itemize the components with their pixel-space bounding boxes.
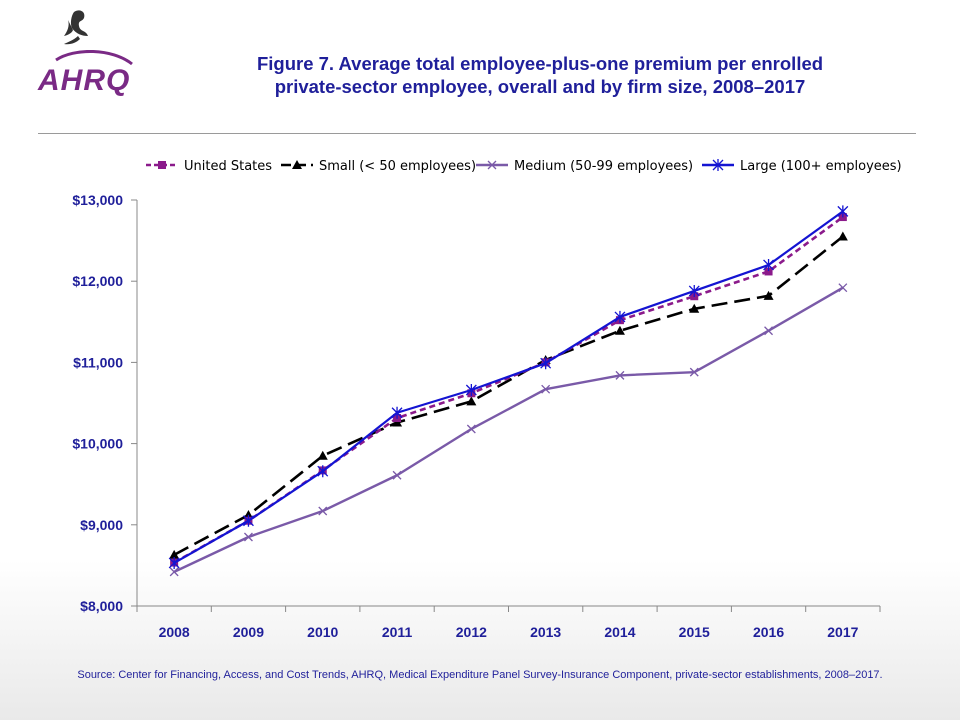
x-tick-label: 2014 <box>604 624 635 640</box>
x-tick-label: 2009 <box>233 624 264 640</box>
data-point-small-50-employees <box>614 325 625 335</box>
data-point-large-100-employees <box>763 258 775 271</box>
legend-label: Small (< 50 employees) <box>319 159 476 174</box>
data-point-large-100-employees <box>688 284 700 297</box>
x-tick-label: 2016 <box>753 624 784 640</box>
y-tick-label: $13,000 <box>72 192 123 208</box>
legend-marker-large-100-employees <box>712 159 724 171</box>
legend-label: Large (100+ employees) <box>740 159 902 174</box>
data-point-small-50-employees <box>763 290 774 300</box>
series-line-medium-50-99-employees <box>173 286 844 573</box>
legend-label: United States <box>184 159 272 174</box>
data-point-large-100-employees <box>614 310 626 323</box>
data-point-medium-50-99-employees <box>243 532 253 542</box>
data-point-medium-50-99-employees <box>541 384 551 394</box>
legend-label: Medium (50-99 employees) <box>514 159 693 174</box>
legend-marker-medium-50-99-employees <box>487 160 497 170</box>
legend-item-medium-50-99-employees: Medium (50-99 employees) <box>476 159 693 174</box>
ahrq-logo-text: AHRQ <box>37 64 130 97</box>
series-line-small-50-employees <box>173 235 844 556</box>
data-point-large-100-employees <box>540 357 552 370</box>
x-tick-label: 2010 <box>307 624 338 640</box>
x-tick-label: 2013 <box>530 624 561 640</box>
series-line-united-states <box>173 216 844 564</box>
chart-title: Figure 7. Average total employee-plus-on… <box>160 52 920 98</box>
x-tick-label: 2015 <box>679 624 710 640</box>
data-point-medium-50-99-employees <box>764 326 774 336</box>
y-tick-label: $8,000 <box>80 598 123 614</box>
data-point-large-100-employees <box>317 465 329 478</box>
data-point-large-100-employees <box>465 384 477 397</box>
data-point-medium-50-99-employees <box>169 567 179 577</box>
ahrq-logo: AHRQ <box>34 6 144 98</box>
data-point-large-100-employees <box>837 205 849 218</box>
y-tick-label: $9,000 <box>80 517 123 533</box>
data-point-small-50-employees <box>169 549 180 559</box>
x-tick-label: 2012 <box>456 624 487 640</box>
data-point-small-50-employees <box>317 450 328 460</box>
x-tick-label: 2008 <box>159 624 190 640</box>
data-point-small-50-employees <box>466 396 477 406</box>
chart-axes: $8,000 $9,000 $10,000 $11,000 $12,000 $13,000… <box>72 192 881 640</box>
chart-plot-area <box>168 205 849 577</box>
title-line-1: Figure 7. Average total employee-plus-on… <box>256 53 824 74</box>
header-divider <box>38 133 916 134</box>
legend-item-small-50-employees: Small (< 50 employees) <box>281 159 476 174</box>
data-point-medium-50-99-employees <box>318 506 328 516</box>
chart-legend: United States Small (< 50 employees) Mediu… <box>146 159 902 174</box>
series-small-50-employees <box>169 231 848 559</box>
series-large-100-employees <box>168 205 849 569</box>
title-line-2: private-sector employee, overall and by … <box>274 76 806 97</box>
series-medium-50-99-employees <box>169 283 848 577</box>
data-point-united-states <box>764 267 773 276</box>
data-point-medium-50-99-employees <box>392 470 402 480</box>
data-point-large-100-employees <box>168 556 180 569</box>
legend-item-large-100-employees: Large (100+ employees) <box>702 159 902 174</box>
data-point-small-50-employees <box>837 231 848 241</box>
y-tick-label: $11,000 <box>73 354 123 370</box>
data-point-small-50-employees <box>689 303 700 313</box>
data-point-medium-50-99-employees <box>689 367 699 377</box>
legend-marker-small-50-employees <box>292 160 302 169</box>
source-note: Source: Center for Financing, Access, an… <box>77 669 883 681</box>
series-united-states <box>170 213 847 567</box>
y-tick-label: $12,000 <box>72 273 123 289</box>
x-tick-label: 2011 <box>382 624 413 640</box>
hhs-eagle-icon <box>64 10 88 45</box>
series-line-large-100-employees <box>173 210 844 564</box>
data-point-medium-50-99-employees <box>466 424 476 434</box>
legend-item-united-states: United States <box>146 159 272 174</box>
data-point-medium-50-99-employees <box>838 283 848 293</box>
legend-marker-united-states <box>158 161 166 169</box>
data-point-large-100-employees <box>391 406 403 419</box>
data-point-medium-50-99-employees <box>615 370 625 380</box>
x-tick-label: 2017 <box>827 624 858 640</box>
y-tick-label: $10,000 <box>72 436 123 452</box>
data-point-large-100-employees <box>242 514 254 527</box>
